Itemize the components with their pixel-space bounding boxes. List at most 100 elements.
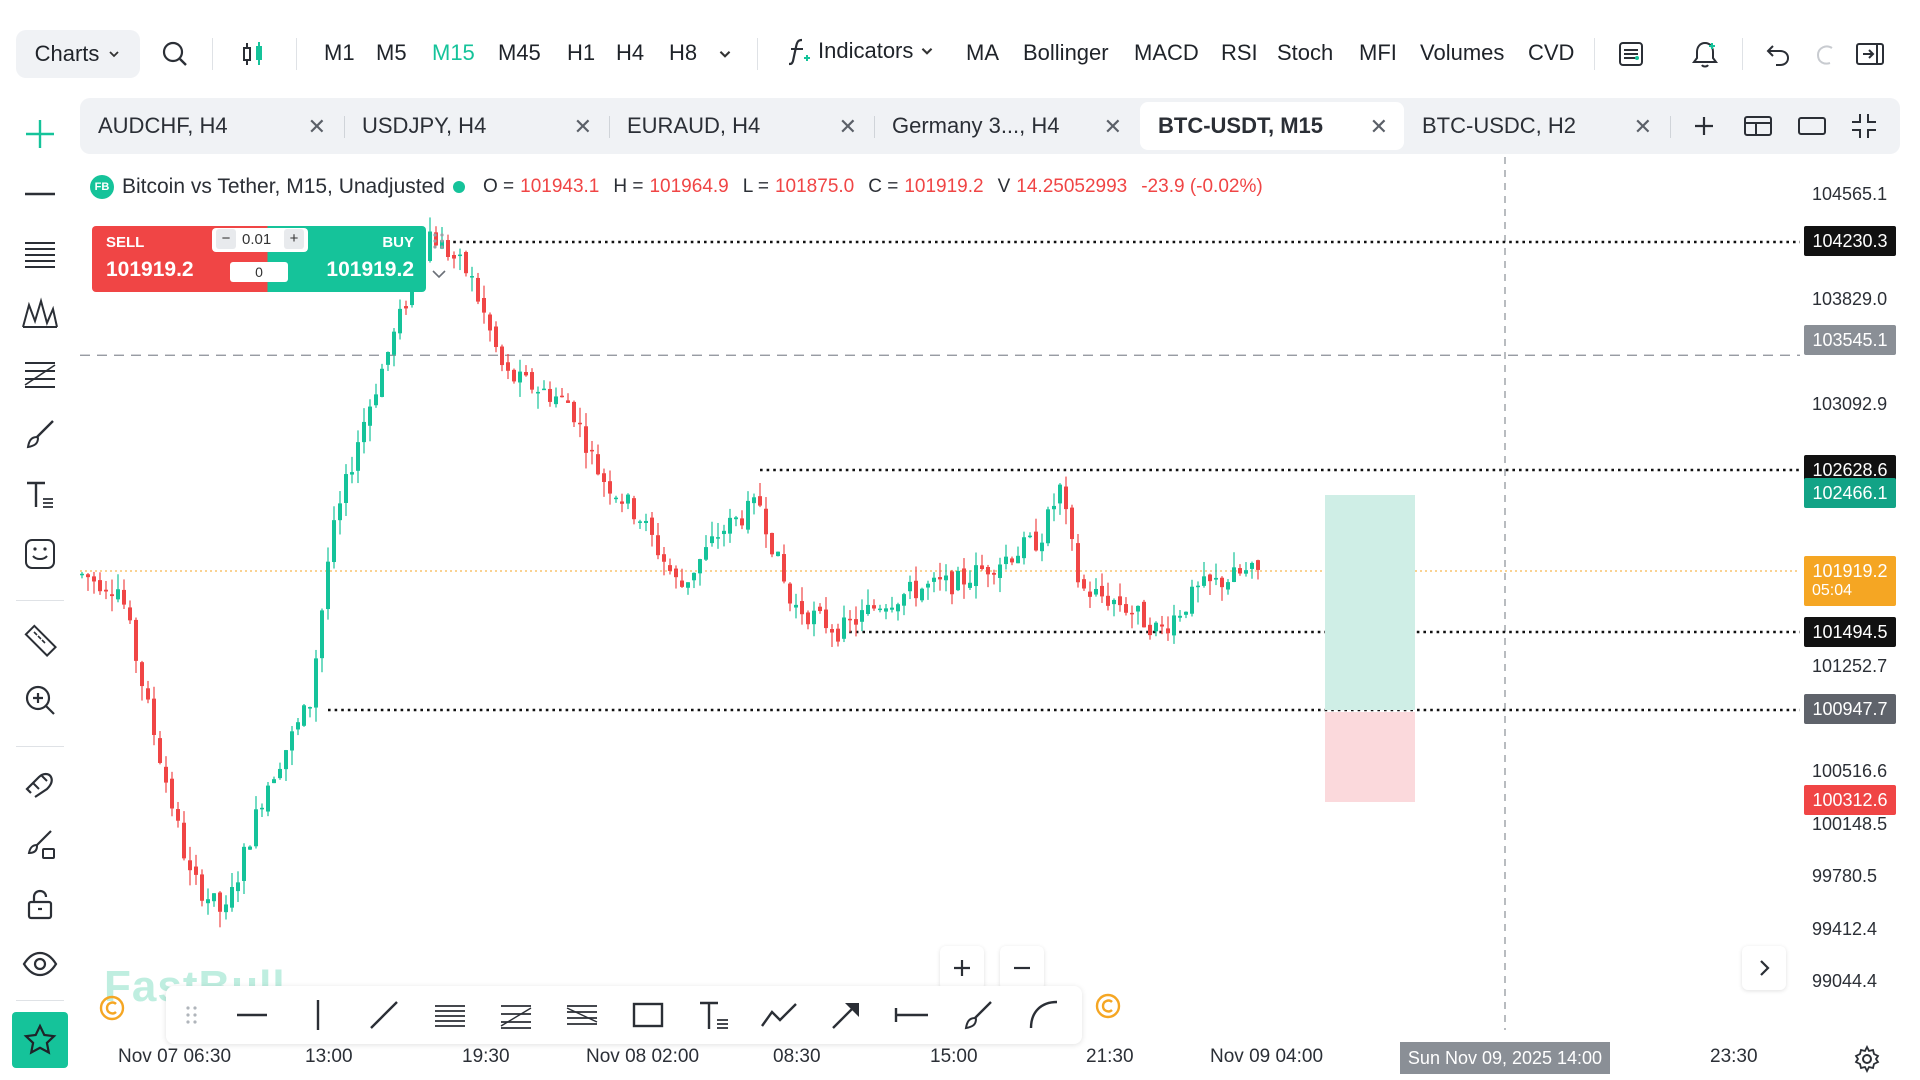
candle-body [1142, 601, 1146, 628]
crosshair-icon[interactable] [16, 110, 64, 158]
brush-icon[interactable] [16, 410, 64, 458]
candle-body [1046, 509, 1050, 544]
fibonacci-icon[interactable] [16, 350, 64, 398]
close-icon[interactable]: ✕ [1369, 114, 1388, 139]
exit-fullscreen-icon[interactable] [1848, 110, 1880, 142]
candle-body [362, 421, 366, 443]
timeframe-m5[interactable]: M5 [376, 40, 407, 65]
timeframe-h8[interactable]: H8 [669, 40, 698, 65]
timeframe-h4[interactable]: H4 [616, 40, 645, 65]
parallel-lines-tool-icon[interactable] [428, 993, 472, 1037]
chart-legend: FB Bitcoin vs Tether, M15, Unadjusted O … [90, 172, 1263, 202]
layout-list-icon[interactable] [1611, 34, 1651, 74]
search-icon[interactable] [155, 34, 195, 74]
timeframe-m45[interactable]: M45 [498, 40, 541, 65]
close-icon[interactable]: ✕ [573, 114, 592, 139]
parallel-channel-icon[interactable] [16, 230, 64, 278]
candle-body [728, 517, 732, 534]
close-icon[interactable]: ✕ [838, 114, 857, 139]
drag-handle-icon[interactable] [180, 993, 204, 1037]
drag-handle-icon[interactable] [430, 230, 448, 252]
visibility-eye-icon[interactable] [16, 940, 64, 988]
indicator-cvd[interactable]: CVD [1528, 40, 1575, 65]
candle-body [542, 388, 546, 391]
indicator-mfi[interactable]: MFI [1359, 40, 1397, 65]
increase-lot-button[interactable]: + [284, 229, 304, 249]
indicator-stoch[interactable]: Stoch [1277, 40, 1334, 65]
sell-button[interactable]: SELL 101919.2 [92, 226, 228, 292]
brush-tool-icon[interactable] [956, 993, 1000, 1037]
indicator-rsi[interactable]: RSI [1221, 40, 1258, 65]
price-tick: 103829.0 [1812, 289, 1888, 309]
collapse-panel-icon[interactable] [1850, 34, 1890, 74]
indicator-ma[interactable]: MA [966, 40, 999, 65]
fibonacci-tool-icon[interactable] [494, 993, 538, 1037]
unlock-icon[interactable] [16, 880, 64, 928]
undo-icon[interactable] [1758, 34, 1798, 74]
text-tool-icon[interactable] [16, 470, 64, 518]
chevron-down-icon[interactable] [430, 266, 448, 282]
redo-icon[interactable] [1806, 34, 1846, 74]
timeframe-m15[interactable]: M15 [432, 40, 475, 65]
channel-tool-icon[interactable] [560, 993, 604, 1037]
decrease-lot-button[interactable]: − [216, 229, 236, 249]
arc-tool-icon[interactable] [1022, 993, 1066, 1037]
settings-gear-icon[interactable] [1852, 1044, 1882, 1074]
tab-usdjpy[interactable]: USDJPY, H4 ✕ [344, 102, 608, 150]
horizontal-line-tool-icon[interactable] [230, 993, 274, 1037]
close-icon[interactable]: ✕ [1103, 114, 1122, 139]
candle-body [950, 571, 954, 595]
arrow-tool-icon[interactable] [824, 993, 868, 1037]
close-icon[interactable]: ✕ [307, 114, 326, 139]
vertical-line-tool-icon[interactable] [296, 993, 340, 1037]
candle-body [644, 520, 648, 524]
candlestick-type-icon[interactable] [233, 34, 273, 74]
tab-audchf[interactable]: AUDCHF, H4 ✕ [80, 102, 342, 150]
polyline-tool-icon[interactable] [758, 993, 802, 1037]
trend-line-tool-icon[interactable] [362, 993, 406, 1037]
chevron-down-icon[interactable] [705, 34, 745, 74]
indicator-bollinger[interactable]: Bollinger [1023, 40, 1109, 65]
pattern-icon[interactable] [16, 290, 64, 338]
add-tab-icon[interactable] [1688, 110, 1720, 142]
tab-btc-usdt[interactable]: BTC-USDT, M15 ✕ [1140, 102, 1404, 150]
lot-size-stepper[interactable]: − 0.01 + [212, 228, 308, 252]
timeframe-h1[interactable]: H1 [567, 40, 596, 65]
favorites-star-button[interactable] [12, 1012, 68, 1068]
horizontal-line-icon[interactable] [16, 170, 64, 218]
quantity-input[interactable]: 0 [230, 262, 288, 282]
zoom-in-button[interactable] [940, 946, 984, 990]
tab-germany[interactable]: Germany 3..., H4 ✕ [874, 102, 1138, 150]
tab-euraud[interactable]: EURAUD, H4 ✕ [609, 102, 873, 150]
ruler-icon[interactable] [16, 616, 64, 664]
scroll-to-latest-button[interactable] [1742, 946, 1786, 990]
single-layout-icon[interactable] [1796, 110, 1828, 142]
indicator-macd[interactable]: MACD [1134, 40, 1199, 65]
candle-body [218, 892, 222, 912]
magnet-icon[interactable] [16, 760, 64, 808]
timeframe-m1[interactable]: M1 [324, 40, 355, 65]
candle-body [92, 576, 96, 582]
text-tool-icon[interactable] [692, 993, 736, 1037]
split-layout-icon[interactable] [1742, 110, 1774, 142]
tab-btc-usdc[interactable]: BTC-USDC, H2 ✕ [1404, 102, 1668, 150]
candle-body [890, 607, 894, 610]
candle-countdown: 05:04 [1812, 582, 1853, 599]
rectangle-tool-icon[interactable] [626, 993, 670, 1037]
zoom-in-icon[interactable] [16, 676, 64, 724]
emoji-icon[interactable] [16, 530, 64, 578]
price-tick: 99044.4 [1812, 971, 1878, 991]
ray-tool-icon[interactable] [890, 993, 934, 1037]
draw-lock-icon[interactable] [16, 820, 64, 868]
indicator-volumes[interactable]: Volumes [1420, 40, 1505, 65]
zoom-out-button[interactable] [1000, 946, 1044, 990]
close-icon[interactable]: ✕ [1633, 114, 1652, 139]
alert-bell-icon[interactable] [1685, 34, 1725, 74]
charts-menu-button[interactable]: Charts [16, 30, 140, 78]
candle-body [260, 807, 264, 810]
indicators-button[interactable]: Indicators [786, 36, 935, 66]
price-label-stop-loss: 100312.6 [1804, 785, 1896, 815]
time-tick: 08:30 [773, 1046, 821, 1067]
candle-body [476, 277, 480, 302]
